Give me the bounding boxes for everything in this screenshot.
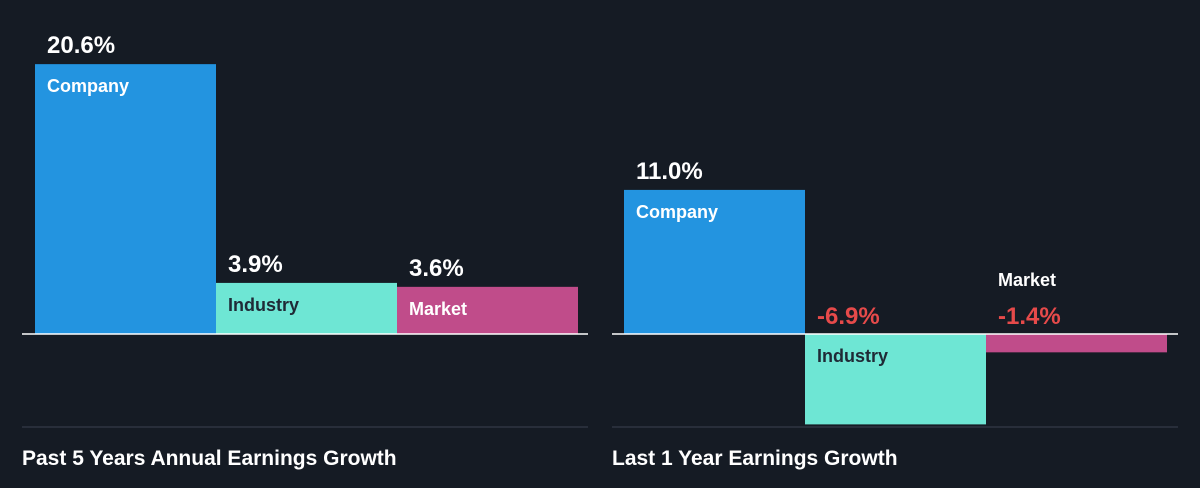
category-label-industry: Industry [228, 295, 299, 315]
panel-past-5-years: 20.6% Company 3.9% Industry 3.6% Market [22, 32, 588, 335]
category-label-company: Company [47, 76, 129, 96]
value-label-market: 3.6% [409, 255, 464, 282]
bar-industry [805, 334, 986, 425]
panel-last-1-year: 11.0% Company -6.9% Industry -1.4% Market [612, 158, 1178, 425]
bar-company [624, 189, 805, 334]
value-label-company: 20.6% [47, 32, 115, 59]
bar-company [35, 64, 216, 334]
bar-market [986, 334, 1167, 353]
panel-title-past-5-years: Past 5 Years Annual Earnings Growth [22, 447, 397, 470]
category-label-market: Market [409, 299, 467, 319]
category-label-industry: Industry [817, 346, 888, 366]
bar-market [397, 286, 578, 334]
panel-title-last-1-year: Last 1 Year Earnings Growth [612, 447, 898, 470]
category-label-market: Market [998, 270, 1056, 290]
value-label-company: 11.0% [636, 158, 703, 185]
category-label-company: Company [636, 202, 718, 222]
value-label-industry: 3.9% [228, 251, 283, 278]
value-label-industry: -6.9% [817, 303, 880, 330]
value-label-market: -1.4% [998, 303, 1061, 330]
bar-industry [216, 282, 397, 334]
